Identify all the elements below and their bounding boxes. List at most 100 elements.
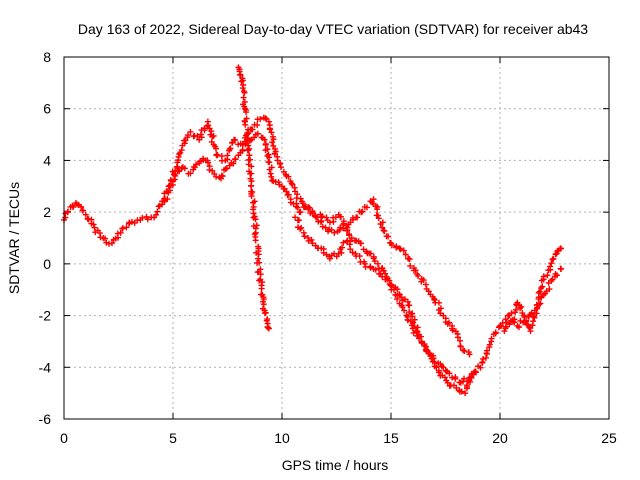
trace-main-interp-point xyxy=(458,388,465,395)
trace-lower-envelope-point xyxy=(309,240,316,247)
x-tick-label: 20 xyxy=(492,430,508,446)
trace-upper-envelope-interp-point xyxy=(402,251,409,258)
trace-final-burst-interp-point xyxy=(544,272,551,279)
trace-final-burst-interp-point xyxy=(533,301,540,308)
trace-upper-envelope-interp-point xyxy=(400,247,407,254)
trace-main-point xyxy=(331,229,338,236)
trace-upper-envelope-interp-point xyxy=(412,267,419,274)
trace-main-interp-point xyxy=(268,173,275,180)
trace-spike-interp-point xyxy=(243,109,250,116)
plot-frame xyxy=(63,56,610,420)
trace-main-interp-point xyxy=(119,225,126,232)
trace-lower-envelope-interp-point xyxy=(372,266,379,273)
trace-spike-interp-point xyxy=(236,66,243,73)
trace-upper-envelope-interp-point xyxy=(437,305,444,312)
trace-spike-interp-point xyxy=(242,121,249,128)
trace-lower-envelope-point xyxy=(466,374,473,381)
trace-lower-envelope-interp-point xyxy=(347,246,354,253)
trace-upper-envelope-interp-point xyxy=(406,256,413,263)
trace-main-interp-point xyxy=(144,216,151,223)
trace-upper-envelope-interp-point xyxy=(277,164,284,171)
trace-main-interp-point xyxy=(70,204,77,211)
trace-spike-interp-point xyxy=(260,301,267,308)
trace-main-interp-point xyxy=(516,324,523,331)
y-axis-label: SDTVAR / TECUs xyxy=(6,182,22,294)
trace-main-interp-point xyxy=(484,347,491,354)
trace-upper-envelope-interp-point xyxy=(457,337,464,344)
trace-upper-envelope-interp-point xyxy=(397,246,404,253)
chart-title: Day 163 of 2022, Sidereal Day-to-day VTE… xyxy=(78,21,588,37)
trace-spike-interp-point xyxy=(261,310,268,317)
trace-upper-envelope-point xyxy=(318,214,325,221)
trace-spike-point xyxy=(265,325,272,332)
trace-spike-interp-point xyxy=(258,285,265,292)
trace-spike-interp-point xyxy=(248,193,255,200)
trace-upper-envelope-interp-point xyxy=(305,206,312,213)
trace-upper-envelope-interp-point xyxy=(337,213,344,220)
trace-lower-envelope-interp-point xyxy=(297,225,304,232)
trace-main-interp-point xyxy=(123,224,130,231)
trace-upper-envelope-interp-point xyxy=(312,213,319,220)
trace-main-interp-point xyxy=(283,188,290,195)
trace-upper-envelope-point xyxy=(466,351,473,358)
trace-final-burst-interp-point xyxy=(535,289,542,296)
axis-ticks xyxy=(63,56,610,420)
trace-main-interp-point xyxy=(486,341,493,348)
trace-main-point xyxy=(117,229,124,236)
trace-upper-envelope-point xyxy=(422,281,429,288)
x-tick-label: 5 xyxy=(169,430,177,446)
trace-upper-envelope-interp-point xyxy=(166,187,173,194)
trace-main-point xyxy=(91,224,98,231)
trace-main-point xyxy=(261,136,268,143)
trace-main-interp-point xyxy=(219,173,226,180)
trace-main-interp-point xyxy=(502,316,509,323)
trace-main-point xyxy=(435,369,442,376)
trace-final-burst-point xyxy=(558,245,565,252)
y-tick-label: -4 xyxy=(39,359,52,375)
trace-lower-envelope-point xyxy=(292,214,299,221)
trace-lower-envelope-interp-point xyxy=(452,375,459,382)
trace-upper-envelope-interp-point xyxy=(197,131,204,138)
trace-main-interp-point xyxy=(196,158,203,165)
trace-spike-interp-point xyxy=(256,259,263,266)
trace-main-point xyxy=(209,167,216,174)
trace-upper-envelope-interp-point xyxy=(354,214,361,221)
trace-final-burst-interp-point xyxy=(552,251,559,258)
trace-main-interp-point xyxy=(442,374,449,381)
trace-main-point xyxy=(108,240,115,247)
trace-main-interp-point xyxy=(262,147,269,154)
trace-upper-envelope-interp-point xyxy=(262,115,269,122)
trace-upper-envelope-interp-point xyxy=(415,272,422,279)
y-tick-label: -6 xyxy=(39,411,52,427)
trace-final-burst-interp-point xyxy=(502,323,509,330)
trace-spike-interp-point xyxy=(248,163,255,170)
trace-upper-envelope-interp-point xyxy=(449,327,456,334)
trace-final-burst-interp-point xyxy=(530,313,537,320)
trace-spike-point xyxy=(241,105,248,112)
x-axis-label: GPS time / hours xyxy=(282,457,389,473)
trace-upper-envelope-interp-point xyxy=(289,181,296,188)
trace-lower-envelope-point xyxy=(431,359,438,366)
trace-main-interp-point xyxy=(128,218,135,225)
trace-upper-envelope-interp-point xyxy=(214,152,221,159)
trace-spike-interp-point xyxy=(252,216,259,223)
trace-lower-envelope-interp-point xyxy=(339,244,346,251)
trace-lower-envelope-interp-point xyxy=(398,294,405,301)
y-tick-label: 0 xyxy=(43,256,51,272)
trace-upper-envelope-interp-point xyxy=(164,196,171,203)
trace-main-interp-point xyxy=(480,355,487,362)
trace-upper-envelope-interp-point xyxy=(446,319,453,326)
trace-spike-interp-point xyxy=(255,251,262,258)
trace-lower-envelope-interp-point xyxy=(296,217,303,224)
trace-upper-envelope-interp-point xyxy=(194,133,201,140)
trace-upper-envelope-interp-point xyxy=(266,125,273,132)
trace-final-burst-interp-point xyxy=(509,316,516,323)
trace-upper-envelope-interp-point xyxy=(359,208,366,215)
trace-upper-envelope-point xyxy=(257,116,264,123)
trace-upper-envelope-interp-point xyxy=(184,132,191,139)
trace-spike-point xyxy=(244,131,251,138)
trace-lower-envelope-interp-point xyxy=(446,370,453,377)
trace-main-interp-point xyxy=(371,258,378,265)
trace-lower-envelope-interp-point xyxy=(349,249,356,256)
trace-lower-envelope-point xyxy=(361,260,368,267)
